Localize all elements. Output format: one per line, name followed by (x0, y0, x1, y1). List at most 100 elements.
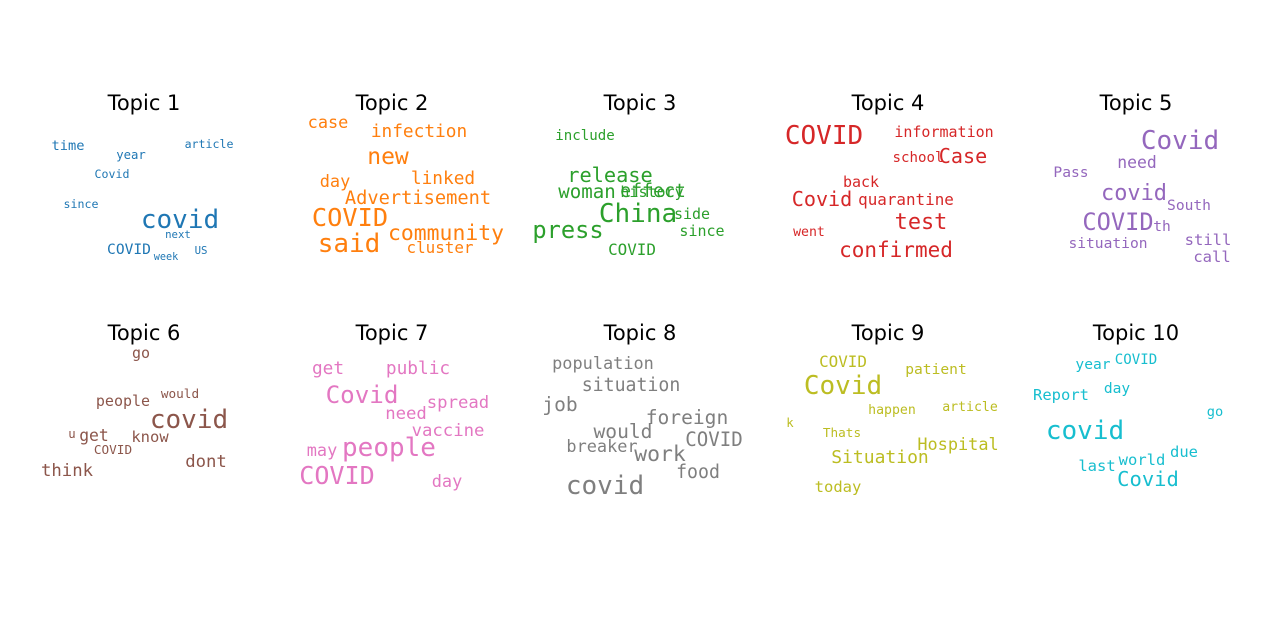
word-side: side (674, 205, 710, 223)
word-time: time (52, 138, 85, 154)
word-covid: Covid (804, 371, 882, 401)
word-population: population (552, 353, 654, 373)
word-woman: woman (558, 180, 615, 203)
word-covid: COVID (819, 352, 867, 371)
word-need: need (385, 404, 427, 424)
word-cluster: cluster (407, 238, 474, 257)
word-think: think (41, 461, 94, 481)
word-need: need (1117, 153, 1156, 172)
word-today: today (815, 478, 862, 496)
word-next: next (165, 228, 191, 241)
panel-title: Topic 7 (355, 321, 429, 345)
word-south: South (1167, 197, 1211, 214)
word-would: would (161, 386, 199, 401)
word-due: due (1170, 443, 1198, 461)
panel-title: Topic 6 (107, 321, 181, 345)
word-release: release (567, 163, 652, 187)
word-day: day (1104, 380, 1131, 397)
word-th: th (1153, 218, 1171, 235)
word-information: information (894, 123, 993, 141)
word-went: went (793, 225, 825, 240)
word-food: food (676, 462, 720, 483)
word-still: still (1185, 231, 1232, 249)
word-community: community (388, 221, 504, 246)
word-know: know (131, 428, 169, 446)
panel-title: Topic 9 (851, 321, 925, 345)
word-covid: covid (566, 471, 644, 501)
panel-title: Topic 5 (1099, 91, 1173, 115)
word-work: work (634, 442, 686, 467)
word-covid: COVID (299, 461, 375, 490)
word-new: new (367, 144, 409, 170)
word-covid: COVID (785, 121, 863, 151)
word-world: world (1119, 451, 1166, 469)
word-dont: dont (185, 452, 227, 472)
word-get: get (312, 358, 344, 379)
word-case: case (308, 112, 349, 132)
word-k: k (786, 416, 794, 430)
word-effect: effect (620, 181, 686, 202)
panel-title: Topic 4 (851, 91, 925, 115)
word-school: school (893, 150, 944, 166)
word-covid: Covid (326, 381, 399, 409)
word-year: year (116, 148, 146, 162)
word-pass: Pass (1053, 164, 1088, 181)
word-patient: patient (905, 361, 967, 378)
word-foreign: foreign (646, 406, 729, 429)
word-infection: infection (371, 121, 467, 142)
word-go: go (132, 344, 150, 362)
word-breaker: breaker (566, 436, 637, 456)
word-advertisement: Advertisement (345, 188, 491, 209)
topic-panel-6: Topic 6 covid think dont get know people go woul… (41, 321, 228, 481)
word-covid: Covid (1141, 126, 1219, 156)
word-go: go (1207, 404, 1223, 420)
panel-title: Topic 3 (603, 91, 677, 115)
word-since: since (64, 197, 99, 211)
word-report: Report (1033, 386, 1089, 404)
word-day: day (320, 171, 351, 191)
word-u: u (68, 427, 75, 441)
word-spread: spread (427, 393, 489, 413)
word-situation: situation (582, 375, 681, 396)
word-year: year (1075, 356, 1110, 373)
word-quarantine: quarantine (858, 190, 954, 209)
word-covid: covid (1046, 416, 1124, 446)
word-since: since (679, 222, 724, 240)
word-happen: happen (868, 403, 916, 418)
word-vaccine: vaccine (412, 421, 485, 441)
word-article: article (185, 137, 234, 151)
topic-panel-4: Topic 4 COVID test confirmed Case Covid quaran… (785, 91, 994, 262)
word-get: get (79, 426, 109, 445)
word-covid: COVID (107, 241, 151, 258)
word-us: US (195, 244, 208, 257)
panel-title: Topic 1 (107, 91, 181, 115)
word-covid: Covid (792, 187, 853, 211)
panel-title: Topic 10 (1092, 321, 1179, 345)
word-people: people (96, 392, 150, 410)
word-hospital: Hospital (917, 434, 998, 454)
word-covid: Covid (1117, 467, 1179, 491)
word-china: China (599, 199, 677, 229)
word-press: press (532, 216, 603, 244)
word-covid: covid (1101, 181, 1167, 206)
word-confirmed: confirmed (839, 238, 953, 262)
word-include: include (555, 128, 614, 144)
word-covid: Covid (95, 167, 130, 181)
word-covid: COVID (94, 442, 132, 457)
word-history: history (620, 183, 683, 201)
word-case: Case (939, 144, 987, 168)
panel-title: Topic 2 (355, 91, 429, 115)
word-thats: Thats (823, 425, 861, 440)
word-public: public (386, 358, 450, 379)
word-situation: Situation (831, 447, 929, 468)
word-covid: covid (141, 205, 219, 235)
word-covid: COVID (608, 240, 656, 259)
panel-title: Topic 8 (603, 321, 677, 345)
word-last: last (1078, 457, 1115, 475)
